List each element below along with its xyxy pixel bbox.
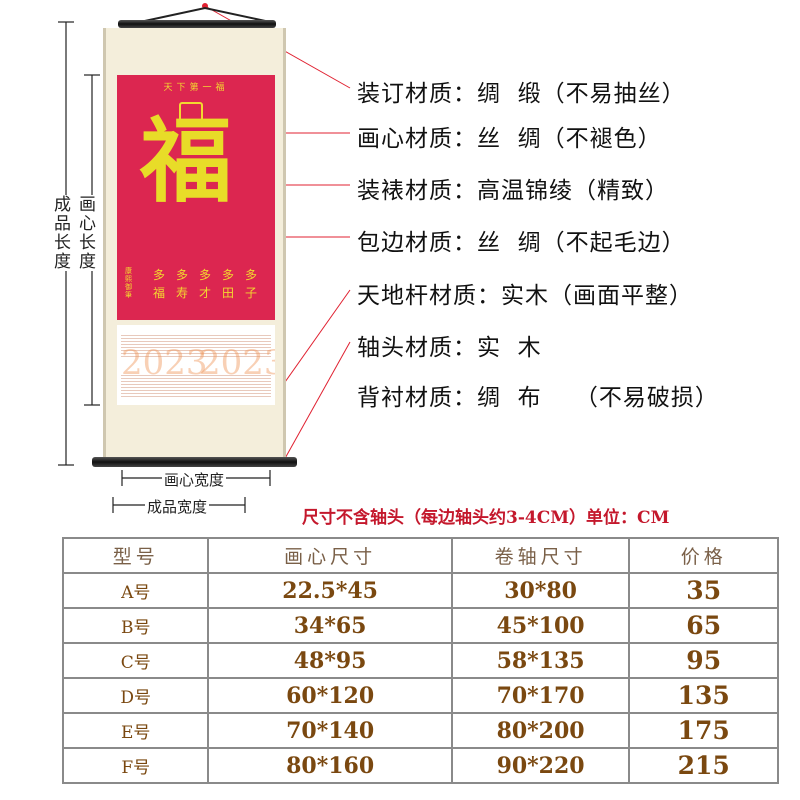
spec-painting: 画心材质：丝 绸（不褪色） [357, 126, 662, 152]
calendar-year: 2023 [121, 343, 208, 383]
seal-stamp [179, 102, 203, 122]
signature: 康熙御筆 [125, 267, 132, 299]
header-price: 价格 [628, 537, 779, 574]
bottom-rod [92, 457, 297, 467]
table-row: D号 60*120 70*170 135 [61, 677, 779, 714]
table-row: A号 22.5*45 30*80 35 [61, 572, 779, 609]
calendar-grid [121, 333, 271, 357]
calendar: 2023 2023 [117, 325, 275, 405]
spec-backing: 背衬材质：绸 布 （不易破损） [357, 385, 719, 411]
table-header: 型号 画心尺寸 卷轴尺寸 价格 [61, 537, 779, 574]
blessing: 多福 [152, 268, 165, 300]
panel-title: 天下第一福 [163, 83, 229, 93]
table-row: C号 48*95 58*135 95 [61, 642, 779, 679]
blessing: 多子 [244, 268, 257, 300]
spec-rods: 天地杆材质：实木（画面平整） [357, 283, 693, 309]
product-width-label: 成品宽度 [145, 496, 210, 517]
blessing: 多才 [198, 268, 211, 300]
size-price-table: 型号 画心尺寸 卷轴尺寸 价格 A号 22.5*45 30*80 35 B号 34*65… [61, 537, 779, 784]
spec-mounting: 装裱材质：高温锦绫（精致） [357, 178, 669, 204]
header-model: 型号 [61, 537, 210, 574]
blessing: 多寿 [175, 268, 188, 300]
blessing: 多田 [221, 268, 234, 300]
painting-length-label: 画心长度 [73, 195, 98, 271]
header-scroll-size: 卷轴尺寸 [450, 537, 631, 574]
calendar-year: 2023 [199, 343, 275, 383]
table-row: F号 80*160 90*220 215 [61, 747, 779, 784]
calendar-grid [121, 373, 271, 397]
spec-binding: 装订材质：绸 缎（不易抽丝） [357, 81, 686, 107]
table-row: E号 70*140 80*200 175 [61, 712, 779, 749]
table-row: B号 34*65 45*100 65 [61, 607, 779, 644]
spec-rod-ends: 轴头材质：实 木 [357, 335, 542, 361]
fu-character: 福 [140, 107, 233, 215]
painting-panel [117, 75, 275, 320]
top-rod [118, 20, 276, 28]
product-length-label: 成品长度 [48, 195, 73, 271]
painting-width-label: 画心宽度 [162, 469, 227, 490]
size-note: 尺寸不含轴头（每边轴头约3-4CM）单位：CM [302, 508, 670, 528]
header-painting-size: 画心尺寸 [207, 537, 453, 574]
spec-edging: 包边材质：丝 绸（不起毛边） [357, 230, 686, 256]
